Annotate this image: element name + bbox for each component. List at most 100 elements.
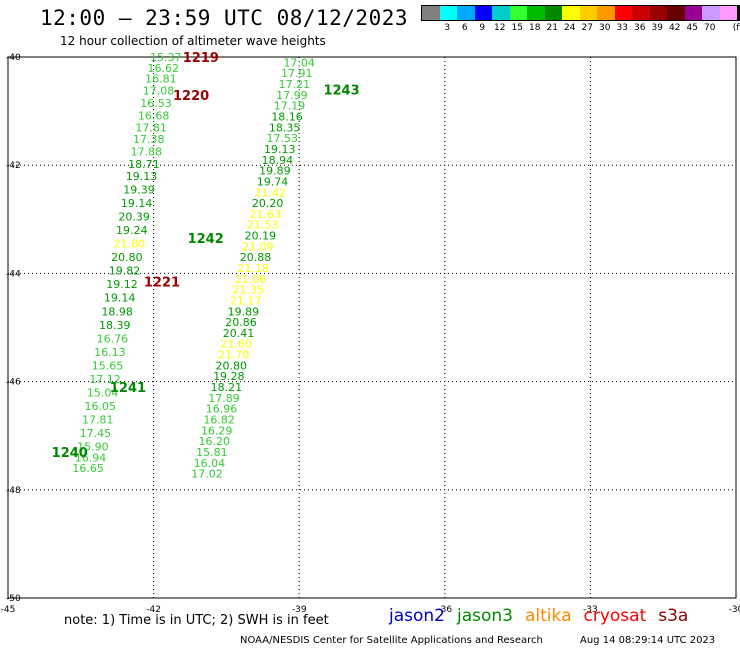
swh-label: 17.12: [89, 373, 121, 386]
plot-frame: [7, 56, 737, 599]
page-title: 12:00 – 23:59 UTC 08/12/2023: [40, 6, 409, 30]
swh-label: 19.82: [109, 265, 141, 278]
swh-label: 15.04: [87, 386, 119, 399]
x-tick-label: -42: [146, 605, 161, 615]
legend-label: 33: [616, 23, 628, 33]
legend-label: 30: [599, 23, 611, 33]
swh-label: 20.88: [240, 251, 272, 264]
mission-jason3: jason3: [457, 606, 513, 626]
swh-label: 19.14: [121, 197, 153, 210]
x-tick-label: -33: [583, 605, 598, 615]
swh-label: 16.29: [201, 424, 233, 437]
swh-label: 21.63: [249, 208, 281, 221]
legend-label: 36: [634, 23, 646, 33]
swh-label: 19.74: [257, 175, 289, 188]
swh-label: 16.13: [94, 346, 126, 359]
legend-label: 18: [529, 23, 541, 33]
swh-label: 16.76: [97, 332, 129, 345]
swh-label: 20.80: [111, 251, 143, 264]
mission-s3a: s3a: [658, 606, 689, 626]
legend-swatch: [632, 6, 650, 20]
pass-label: 1221: [144, 276, 180, 291]
swh-label: 21.35: [232, 284, 264, 297]
swh-label: 16.20: [199, 435, 231, 448]
legend-label: 6: [461, 23, 468, 33]
legend-label: 15: [511, 23, 523, 33]
swh-label: 17.88: [131, 146, 163, 159]
legend-swatch: [474, 6, 492, 20]
mission-cryosat: cryosat: [583, 606, 647, 626]
swh-label: 16.94: [75, 451, 107, 464]
swh-label: 21.09: [242, 240, 274, 253]
swh-label: 17.38: [133, 133, 165, 146]
mission-altika: altika: [525, 606, 572, 626]
legend-label: 45: [686, 23, 698, 33]
y-tick-label: -42: [6, 161, 21, 171]
legend-unit: (ft): [732, 23, 740, 33]
legend-label: 9: [479, 23, 486, 33]
legend-label: 24: [564, 23, 576, 33]
swh-label: 21.70: [218, 349, 250, 362]
legend-swatch: [597, 6, 615, 20]
legend-swatch: [457, 6, 475, 20]
legend-swatch: [562, 6, 580, 20]
swh-label: 16.82: [203, 413, 235, 426]
legend-swatch: [579, 6, 597, 20]
legend-swatch: [719, 6, 737, 20]
pass-label: 1243: [323, 83, 359, 98]
swh-label: 20.20: [252, 197, 284, 210]
swh-label: 17.19: [274, 100, 306, 113]
legend-label: 21: [546, 23, 558, 33]
swh-label: 20.39: [118, 211, 150, 224]
swh-label: 19.13: [264, 143, 296, 156]
legend-swatch: [702, 6, 720, 20]
pass-label: 1242: [188, 232, 224, 247]
swh-label: 21.18: [237, 262, 269, 275]
swh-label: 15.90: [77, 441, 109, 454]
legend-swatch: [667, 6, 685, 20]
x-tick-label: -36: [437, 605, 452, 615]
legend-swatch: [492, 6, 510, 20]
pass-label: 1220: [173, 89, 209, 104]
mission-legend: jason2 jason3 altika cryosat s3a: [389, 606, 688, 626]
legend-swatch: [614, 6, 632, 20]
swh-label: 21.42: [254, 186, 286, 199]
swh-label: 17.81: [82, 413, 114, 426]
swh-label: 16.65: [72, 462, 104, 475]
swh-label: 15.65: [92, 359, 124, 372]
swh-label: 17.81: [135, 121, 167, 134]
swh-label: 18.39: [99, 319, 131, 332]
swh-label: 16.68: [138, 109, 170, 122]
swh-label: 17.89: [208, 392, 240, 405]
swh-label: 20.19: [245, 230, 277, 243]
swh-label: 21.60: [220, 338, 252, 351]
swh-label: 17.21: [279, 78, 311, 91]
page-subtitle: 12 hour collection of altimeter wave hei…: [60, 34, 326, 48]
x-tick-label: -39: [292, 605, 307, 615]
y-tick-label: -44: [6, 269, 21, 279]
y-tick-label: -50: [6, 594, 21, 604]
swh-label: 19.89: [259, 165, 291, 178]
swh-label: 15.37: [150, 51, 182, 64]
swh-label: 18.16: [271, 111, 303, 124]
legend-label: 27: [581, 23, 593, 33]
legend-swatch: [684, 6, 702, 20]
legend-label: 39: [651, 23, 663, 33]
x-tick-label: -45: [1, 605, 16, 615]
swh-label: 17.45: [80, 427, 112, 440]
swh-label: 18.71: [128, 158, 160, 171]
swh-label: 19.13: [126, 170, 158, 183]
footer-credit: NOAA/NESDIS Center for Satellite Applica…: [240, 635, 543, 646]
footer-timestamp: Aug 14 08:29:14 UTC 2023: [580, 635, 716, 646]
swh-label: 19.12: [106, 278, 138, 291]
swh-label: 19.28: [213, 370, 245, 383]
swh-label: 20.86: [225, 316, 257, 329]
legend-label: 3: [444, 23, 451, 33]
swh-label: 17.08: [143, 85, 175, 98]
legend-label: 42: [669, 23, 681, 33]
swh-label: 16.81: [145, 73, 177, 86]
swh-label: 16.05: [84, 400, 116, 413]
